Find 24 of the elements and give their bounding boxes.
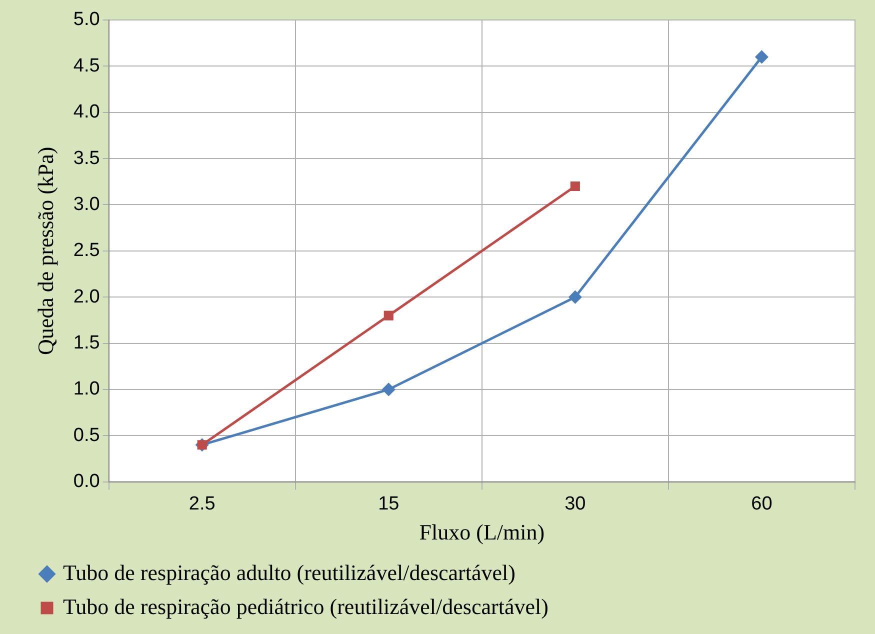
legend-label: Tubo de respiração pediátrico (reutilizável/descartável) <box>63 594 548 619</box>
y-tick-label: 2.0 <box>73 286 100 308</box>
legend-label: Tubo de respiração adulto (reutilizável/descartável) <box>63 560 516 585</box>
y-axis-title: Queda de pressão (kPa) <box>32 146 58 356</box>
x-tick-label: 30 <box>564 493 586 514</box>
x-tick-label: 2.5 <box>188 493 216 514</box>
point <box>382 383 395 396</box>
y-tick-label: 0.0 <box>73 471 100 492</box>
point <box>384 310 394 320</box>
y-tick-label: 1.5 <box>73 332 100 354</box>
y-tick-label: 0.5 <box>73 424 100 446</box>
y-tick-label: 5.0 <box>73 9 100 30</box>
y-tick-label: 4.5 <box>73 55 100 76</box>
y-tick-label: 1.0 <box>73 378 100 400</box>
x-tick-label: 60 <box>751 493 772 514</box>
x-axis-title: Fluxo (L/min) <box>419 520 545 545</box>
point <box>755 50 768 64</box>
point <box>568 290 582 304</box>
y-tick-label: 3.5 <box>73 148 100 169</box>
y-tick-label: 4.0 <box>73 102 100 123</box>
x-tick-label: 15 <box>378 493 400 514</box>
y-tick-label: 2.5 <box>73 240 100 262</box>
point <box>570 181 580 192</box>
y-tick-label: 3.0 <box>73 194 100 215</box>
